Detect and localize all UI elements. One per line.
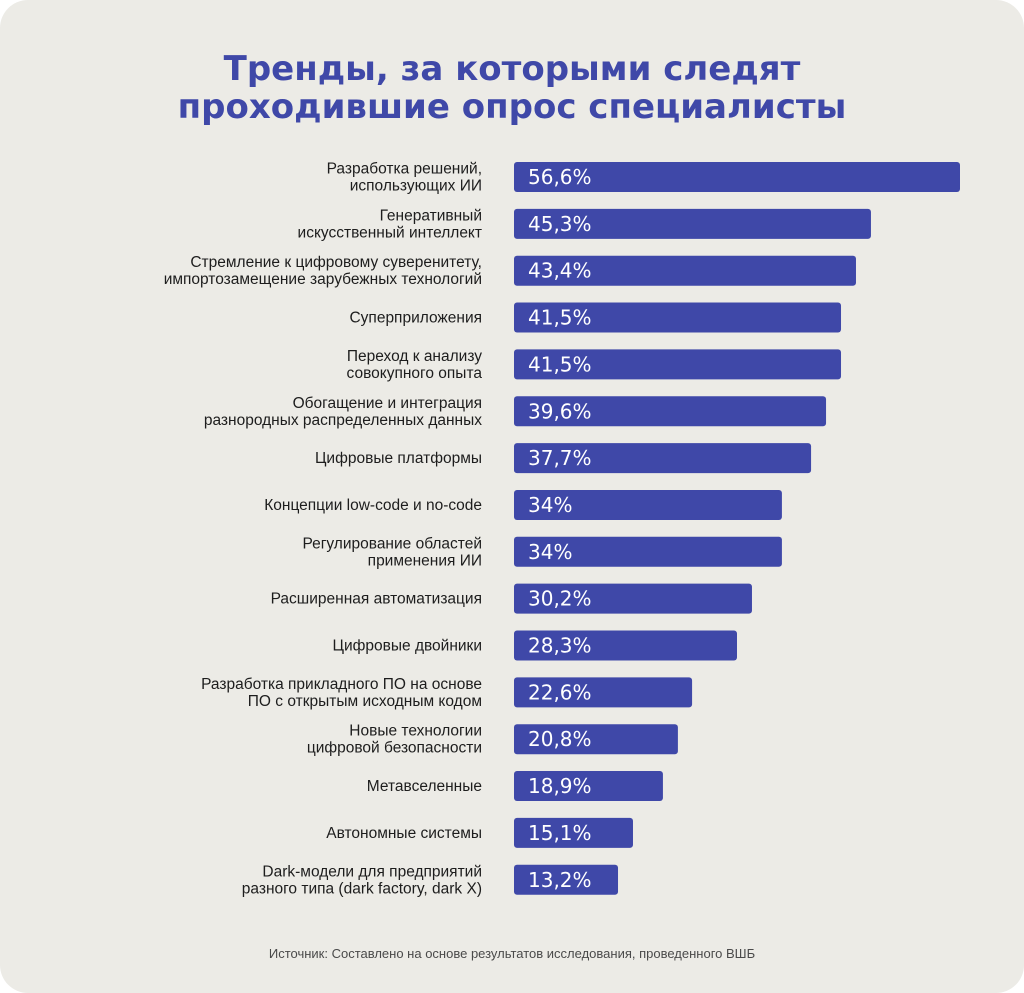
bar-value-label: 15,1% [528, 821, 592, 845]
category-label: Переход к анализу совокупного опыта [347, 348, 483, 382]
chart-title-line-2: проходившие опрос специалисты [177, 87, 847, 127]
category-label-line: Концепции low-code и no-code [264, 497, 482, 514]
category-label-line: использующих ИИ [350, 178, 482, 195]
bar [514, 677, 693, 708]
category-label: Новые технологии цифровой безопасности [307, 723, 482, 757]
bar [514, 583, 752, 614]
category-label: Расширенная автоматизация [271, 591, 482, 608]
bar-value-label: 41,5% [528, 352, 592, 376]
category-label-line: Разработка решений, [327, 161, 482, 178]
bar-value-label: 22,6% [528, 680, 592, 704]
category-label: Автономные системы [326, 825, 482, 842]
category-label-line: Расширенная автоматизация [271, 591, 482, 608]
bar [514, 255, 856, 286]
bar [514, 817, 633, 848]
category-label-line: Переход к анализу [347, 348, 482, 365]
category-label-line: Обогащение и интеграция [293, 395, 482, 412]
category-label: Суперприложения [349, 310, 482, 327]
bar-value-label: 34% [528, 540, 572, 564]
bar-value-label: 56,6% [528, 165, 592, 189]
bar-value-label: 43,4% [528, 259, 592, 283]
category-label: Генеративный искусственный интеллект [298, 207, 482, 241]
bar-value-label: 18,9% [528, 774, 592, 798]
category-label-line: ПО с открытым исходным кодом [248, 693, 482, 710]
category-label: Стремление к цифровому суверенитету, импо… [164, 254, 482, 288]
bar [514, 724, 678, 755]
category-label-line: Генеративный [380, 207, 482, 224]
bar [514, 864, 619, 895]
bar [514, 630, 737, 661]
category-label-line: совокупного опыта [347, 365, 483, 382]
category-label-line: Dark-модели для предприятий [262, 863, 482, 880]
category-label: Концепции low-code и no-code [264, 497, 482, 514]
source-note: Источник: Составлено на основе результат… [268, 946, 756, 961]
bar-value-label: 20,8% [528, 727, 592, 751]
bar [514, 443, 812, 474]
category-label-line: Суперприложения [349, 310, 482, 327]
category-label-line: импортозамещение зарубежных технологий [164, 271, 482, 288]
bar-value-label: 30,2% [528, 587, 592, 611]
bar-value-label: 39,6% [528, 399, 592, 423]
category-label-line: искусственный интеллект [298, 224, 482, 241]
category-label-line: применения ИИ [368, 552, 482, 569]
bar-value-label: 45,3% [528, 212, 592, 236]
category-label-line: Автономные системы [326, 825, 482, 842]
bar [514, 302, 842, 333]
bar-value-label: 34% [528, 493, 572, 517]
category-label-line: Стремление к цифровому суверенитету, [190, 254, 482, 271]
bar [514, 396, 827, 427]
category-label: Регулирование областей применения ИИ [302, 535, 482, 569]
bar-value-label: 41,5% [528, 306, 592, 330]
category-label: Метавселенные [367, 778, 482, 795]
category-label: Цифровые платформы [315, 450, 482, 467]
category-label-line: разнородных распределенных данных [204, 412, 482, 429]
bar [514, 162, 960, 192]
bar [514, 771, 663, 802]
bar [514, 208, 871, 239]
category-label: Цифровые двойники [333, 638, 482, 655]
category-label: Разработка решений, использующих ИИ [327, 161, 482, 195]
bar-value-label: 13,2% [528, 868, 592, 892]
category-label-line: разного типа (dark factory, dark X) [242, 880, 482, 897]
category-label-line: Цифровые двойники [333, 638, 482, 655]
category-label-line: Цифровые платформы [315, 450, 482, 467]
category-label: Разработка прикладного ПО на основе ПО с … [201, 676, 482, 710]
chart-title: Тренды, за которыми следят проходившие о… [0, 50, 1024, 126]
category-label: Обогащение и интеграция разнородных распр… [204, 395, 482, 429]
bar [514, 489, 782, 520]
category-label-line: Разработка прикладного ПО на основе [201, 676, 482, 693]
bar-value-label: 28,3% [528, 634, 592, 658]
category-label-line: Новые технологии [349, 723, 482, 740]
bar-value-label: 37,7% [528, 446, 592, 470]
bar [514, 349, 842, 380]
chart-title-line-1: Тренды, за которыми следят [223, 49, 801, 89]
category-label-line: Регулирование областей [302, 535, 482, 552]
category-label: Dark-модели для предприятий разного типа … [242, 863, 482, 897]
category-label-line: цифровой безопасности [307, 740, 482, 757]
bar [514, 536, 782, 567]
category-label-line: Метавселенные [367, 778, 482, 795]
